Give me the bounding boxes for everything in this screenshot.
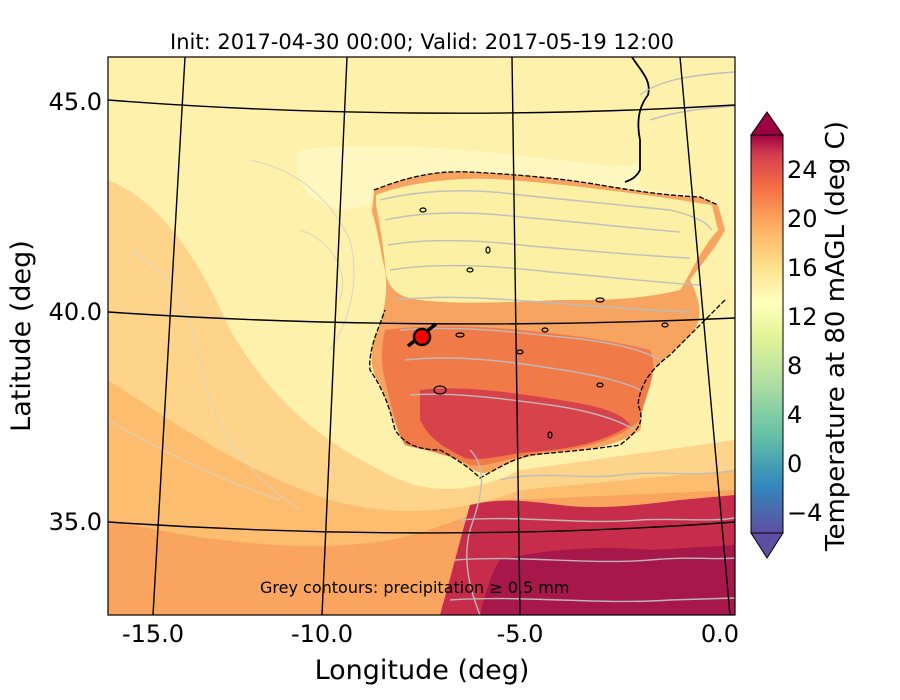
map-frame [107,56,736,616]
map-canvas: Grey contours: precipitation ≥ 0.5 mm [108,57,735,615]
meridian-minus15 [152,57,186,615]
temperature-contours [108,159,355,511]
parallel-40 [108,311,735,325]
terrain-blobs [419,207,669,439]
x-axis: -15.0 -10.0 -5.0 0.0 Longitude (deg) [122,620,739,686]
iberia-coastline [369,171,726,479]
iberia-cool-north [376,178,718,303]
precipitation-contours [379,71,735,615]
meridian-0 [679,57,731,615]
colorbar-tick-label: 4 [787,401,802,429]
y-tick-label: 35.0 [49,508,102,536]
meridian-minus5 [511,57,521,615]
graticule [108,57,735,615]
y-tick-label: 45.0 [49,88,102,116]
africa-hot-core [480,545,735,615]
colorbar-tick-label: 24 [787,156,818,184]
precipitation-note: Grey contours: precipitation ≥ 0.5 mm [260,578,569,597]
guadalquivir-heat [420,388,630,460]
site-marker [406,322,438,348]
x-axis-label: Longitude (deg) [315,655,530,686]
x-tick-label: 0.0 [701,620,739,648]
parallel-35 [108,521,735,534]
colorbar-body [750,134,784,534]
x-tick-label: -5.0 [497,620,544,648]
colorbar-tick-label: 20 [787,205,818,233]
colorbar-tick-label: 8 [787,352,802,380]
y-axis-label: Latitude (deg) [6,240,37,432]
x-tick-label: -10.0 [291,620,353,648]
colorbar-tick-label: −4 [787,499,822,527]
parallel-45 [108,99,735,114]
colorbar-extend-top [750,111,784,136]
colorbar-label: Temperature at 80 mAGL (deg C) [821,121,851,552]
meridian-minus10 [321,57,348,615]
y-tick-label: 40.0 [49,298,102,326]
figure-title: Init: 2017-04-30 00:00; Valid: 2017-05-1… [170,30,674,54]
site-marker-dot [412,327,432,347]
colorbar: 24 20 16 12 8 4 0 −4 Temperature at 80 m… [750,111,851,559]
france-coast [624,57,650,183]
colorbar-tick-label: 12 [787,303,818,331]
x-tick-label: -15.0 [122,620,184,648]
colorbar-tick-label: 16 [787,254,818,282]
colorbar-extend-bottom [750,532,784,559]
y-axis: 45.0 40.0 35.0 Latitude (deg) [6,88,102,536]
colorbar-tick-label: 0 [787,450,802,478]
